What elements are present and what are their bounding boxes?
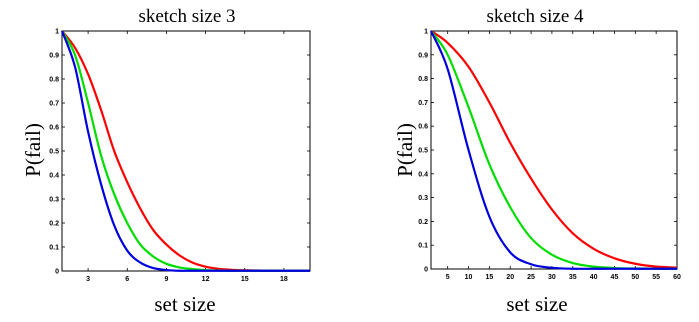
- x-tick-label: 35: [569, 274, 577, 281]
- y-tick-label: 0.1: [49, 245, 59, 252]
- y-tick-label: 0.2: [49, 221, 59, 228]
- x-tick-label: 30: [548, 274, 556, 281]
- y-tick-label: 0.7: [418, 100, 428, 107]
- chart-right-ylabel: P(fail): [393, 123, 417, 177]
- x-tick-label: 40: [590, 274, 598, 281]
- y-tick-label: 0.1: [418, 243, 428, 250]
- x-tick-label: 3: [86, 276, 90, 283]
- x-tick-label: 15: [241, 276, 249, 283]
- chart-right: sketch size 4 set size P(fail) 0 0.1 0.2 0.…: [393, 6, 681, 316]
- series-line-3: [429, 30, 677, 270]
- y-tick-label: 0.2: [418, 219, 428, 226]
- y-tick-label: 0.8: [49, 77, 59, 84]
- y-tick-label: 0.6: [49, 125, 59, 132]
- y-tick-label: 0.5: [418, 148, 428, 155]
- x-tick-label: 9: [164, 276, 168, 283]
- chart-left-ylabel: P(fail): [21, 123, 45, 177]
- y-tick-label: 0.5: [49, 149, 59, 156]
- y-tick-label: 0: [55, 269, 59, 276]
- y-tick-label: 0.6: [418, 124, 428, 131]
- y-tick-label: 0.3: [49, 197, 59, 204]
- x-tick-label: 12: [202, 276, 210, 283]
- chart-left-title: sketch size 3: [138, 6, 235, 27]
- x-tick-label: 10: [465, 274, 473, 281]
- y-tick-label: 0.3: [418, 195, 428, 202]
- chart-right-x-axis: 5 10 15 20 25 30 35 40 45 50 55 60: [446, 31, 681, 281]
- chart-right-y-axis: 0 0.1 0.2 0.3 0.4 0.5 0.6 0.7 0.8 0.9 1: [418, 29, 677, 274]
- x-tick-label: 55: [652, 274, 660, 281]
- chart-right-xlabel: set size: [506, 292, 567, 316]
- y-tick-label: 0.9: [418, 52, 428, 59]
- x-tick-label: 50: [631, 274, 639, 281]
- y-tick-label: 0.4: [418, 171, 428, 178]
- y-tick-label: 0.4: [49, 173, 59, 180]
- chart-right-title: sketch size 4: [486, 6, 584, 27]
- x-tick-label: 60: [673, 274, 681, 281]
- y-tick-label: 1: [424, 29, 428, 36]
- y-tick-label: 0.8: [418, 76, 428, 83]
- x-tick-label: 20: [506, 274, 514, 281]
- x-tick-label: 15: [485, 274, 493, 281]
- chart-left-y-axis: 0 0.1 0.2 0.3 0.4 0.5 0.6 0.7 0.8 0.9 1: [49, 29, 310, 276]
- chart-left-xlabel: set size: [154, 292, 215, 316]
- x-tick-label: 25: [527, 274, 535, 281]
- x-tick-label: 6: [125, 276, 129, 283]
- chart-left: sketch size 3 set size P(fail) 0 0.1 0.2 0.…: [21, 6, 311, 316]
- series-line-3: [60, 30, 310, 272]
- chart-right-series: [429, 30, 678, 270]
- y-tick-label: 0: [424, 267, 428, 274]
- series-line-2: [61, 30, 310, 272]
- x-tick-label: 18: [280, 276, 288, 283]
- series-line-1: [430, 30, 678, 269]
- y-tick-label: 1: [55, 29, 59, 36]
- x-tick-label: 45: [611, 274, 619, 281]
- x-tick-label: 5: [446, 274, 450, 281]
- chart-left-series: [60, 30, 310, 272]
- y-tick-label: 0.9: [49, 53, 59, 60]
- y-tick-label: 0.7: [49, 101, 59, 108]
